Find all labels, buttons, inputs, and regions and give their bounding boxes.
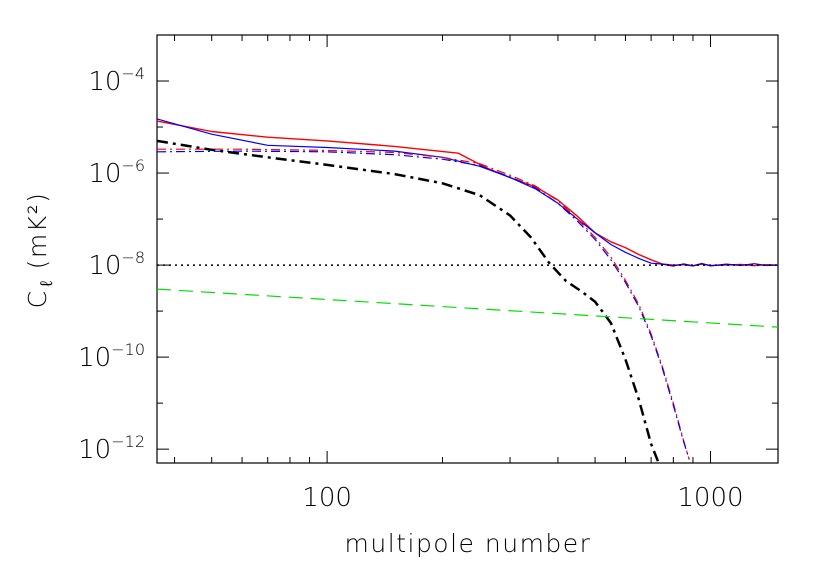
y-tick-label: 10−8: [88, 248, 145, 281]
x-tick-label: 100: [302, 483, 352, 513]
y-axis-title-symbol: C: [23, 289, 52, 308]
series-line-4: [157, 150, 690, 460]
series-line-7: [157, 288, 778, 328]
tick-labels: 100 1000 10−4 10−6 10−8 10−10 10−12: [78, 64, 743, 513]
axis-ticks: [157, 34, 778, 463]
series-group: [157, 118, 778, 463]
y-tick-label: 10−4: [88, 64, 145, 97]
y-tick-label: 10−10: [78, 340, 145, 373]
y-tick-label: 10−12: [78, 432, 145, 465]
y-tick-label: 10−6: [88, 156, 145, 189]
y-axis-title-subscript: ℓ: [37, 279, 57, 287]
y-axis-title: Cℓ (mK²): [23, 192, 57, 309]
x-axis-title: multipole number: [345, 529, 592, 558]
x-tick-label: 1000: [677, 483, 743, 513]
series-line-1: [157, 120, 778, 267]
plot-frame: [156, 34, 779, 464]
series-line-5: [157, 139, 660, 463]
series-line-3: [157, 148, 690, 460]
svg-text:Cℓ(mK²): Cℓ (mK²): [23, 192, 57, 309]
y-axis-title-units: (mK²): [23, 192, 52, 270]
